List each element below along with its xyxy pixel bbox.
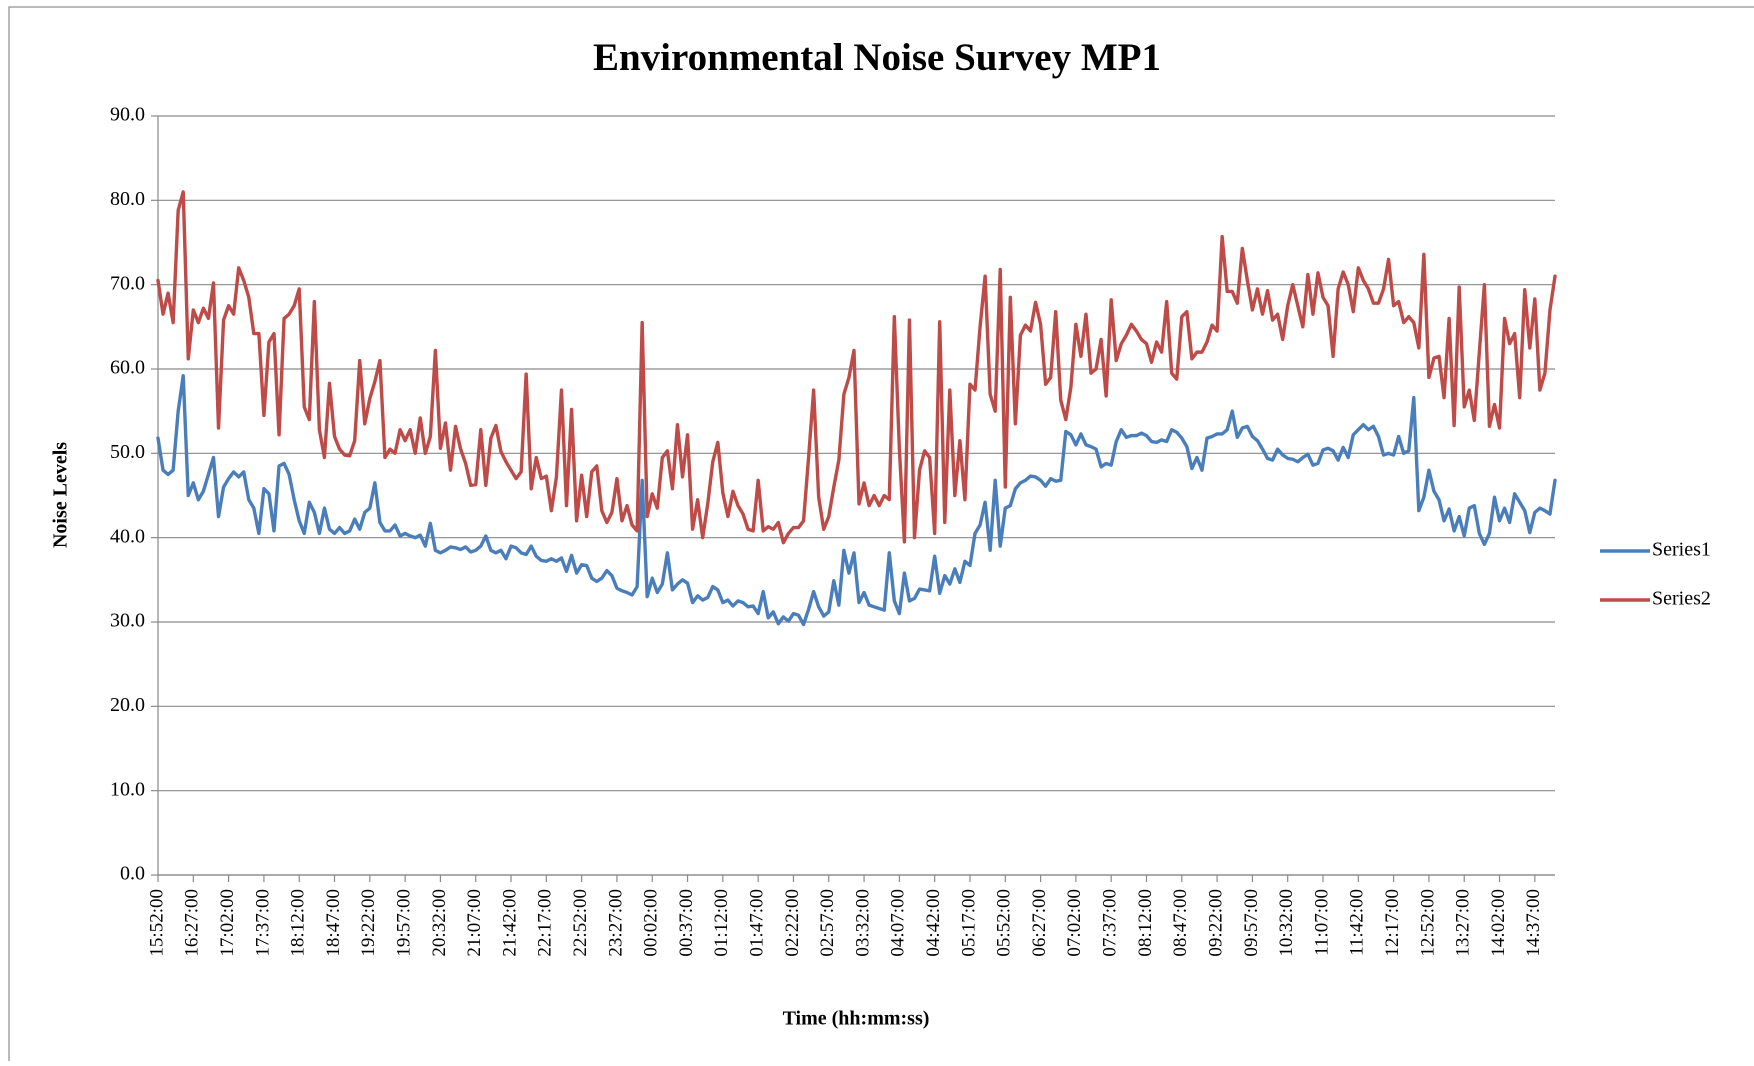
x-tick-label: 04:07:00 [888, 889, 909, 957]
y-tick-label: 40.0 [110, 525, 145, 547]
x-tick-label: 02:57:00 [817, 889, 838, 957]
series-line [156, 190, 1557, 545]
x-tick-label: 02:22:00 [782, 889, 803, 957]
y-tick-label: 20.0 [110, 694, 145, 716]
series-line [156, 374, 1557, 627]
x-tick-label: 15:52:00 [146, 889, 167, 957]
x-tick-label: 17:02:00 [217, 889, 238, 957]
y-tick-label: 70.0 [110, 272, 145, 294]
x-tick-label: 07:02:00 [1064, 889, 1085, 957]
x-tick-label: 05:52:00 [994, 889, 1015, 957]
x-tick-label: 05:17:00 [958, 889, 979, 957]
x-axis-title: Time (hh:mm:ss) [783, 1008, 930, 1030]
x-tick-label: 00:02:00 [641, 889, 662, 957]
x-tick-label: 06:27:00 [1029, 889, 1050, 957]
y-tick-label: 60.0 [110, 357, 145, 379]
y-tick-label: 30.0 [110, 610, 145, 632]
y-tick-label: 50.0 [110, 441, 145, 463]
x-tick-label: 03:32:00 [852, 889, 873, 957]
x-tick-label: 22:52:00 [570, 889, 591, 957]
x-tick-label: 10:32:00 [1276, 889, 1297, 957]
x-tick-label: 19:22:00 [358, 889, 379, 957]
x-tick-label: 00:37:00 [676, 889, 697, 957]
x-tick-label: 12:52:00 [1417, 889, 1438, 957]
x-tick-label: 08:12:00 [1135, 889, 1156, 957]
y-tick-label: 10.0 [110, 778, 145, 800]
y-tick-label: 90.0 [110, 104, 145, 126]
x-tick-label: 11:07:00 [1311, 889, 1332, 956]
x-tick-label: 19:57:00 [393, 889, 414, 957]
x-tick-label: 18:47:00 [323, 889, 344, 957]
x-tick-label: 17:37:00 [252, 889, 273, 957]
x-tick-label: 21:42:00 [499, 889, 520, 957]
y-tick-label: 0.0 [120, 863, 145, 885]
x-tick-label: 08:47:00 [1170, 889, 1191, 957]
x-tick-label: 16:27:00 [182, 889, 203, 957]
chart-title: Environmental Noise Survey MP1 [593, 36, 1161, 79]
x-tick-label: 23:27:00 [605, 889, 626, 957]
x-tick-label: 09:22:00 [1205, 889, 1226, 957]
x-tick-label: 14:02:00 [1488, 889, 1509, 957]
x-tick-label: 01:47:00 [747, 889, 768, 957]
legend-label: Series1 [1652, 539, 1711, 561]
x-tick-label: 01:12:00 [711, 889, 732, 957]
x-tick-label: 12:17:00 [1382, 889, 1403, 957]
x-tick-label: 14:37:00 [1523, 889, 1544, 957]
x-tick-label: 04:42:00 [923, 889, 944, 957]
x-tick-label: 09:57:00 [1241, 889, 1262, 957]
x-tick-label: 18:12:00 [288, 889, 309, 957]
x-tick-label: 07:37:00 [1100, 889, 1121, 957]
x-tick-label: 21:07:00 [464, 889, 485, 957]
x-tick-label: 20:32:00 [429, 889, 450, 957]
legend-label: Series2 [1652, 588, 1711, 610]
x-tick-label: 13:27:00 [1453, 889, 1474, 957]
y-axis-title: Noise Levels [50, 442, 72, 548]
y-tick-label: 80.0 [110, 188, 145, 210]
x-tick-label: 22:17:00 [535, 889, 556, 957]
x-tick-label: 11:42:00 [1347, 889, 1368, 956]
